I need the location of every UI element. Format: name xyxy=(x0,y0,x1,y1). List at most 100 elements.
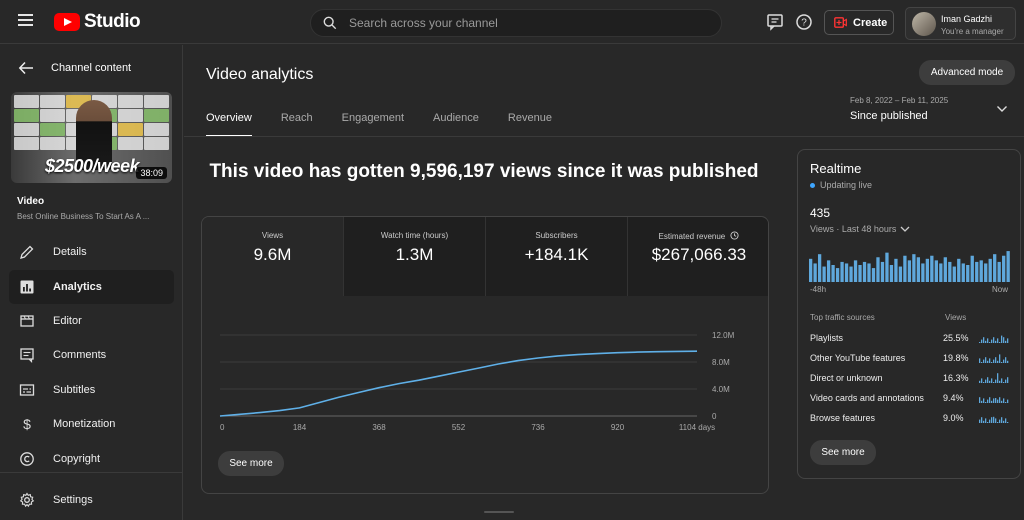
metric-views[interactable]: Views 9.6M xyxy=(202,217,344,296)
account-switcher[interactable]: Iman Gadzhi You're a manager xyxy=(905,7,1016,40)
studio-logo[interactable]: Studio xyxy=(54,11,141,33)
video-duration: 38:09 xyxy=(136,167,167,179)
page-title: Video analytics xyxy=(206,66,314,83)
y-tick-label: 0 xyxy=(712,412,717,421)
sparkline-bar xyxy=(983,359,985,363)
sparkline-bar xyxy=(989,342,991,343)
sparkline-bar xyxy=(985,379,987,383)
sparkline-bar xyxy=(979,397,981,403)
see-more-button[interactable]: See more xyxy=(218,451,284,476)
advanced-mode-button[interactable]: Advanced mode xyxy=(919,60,1015,85)
realtime-bar xyxy=(831,265,835,282)
sparkline-bar xyxy=(1007,377,1009,383)
sparkline-bar xyxy=(985,357,987,363)
sparkline-bar xyxy=(987,377,989,383)
sidebar-item-copyright[interactable]: Copyright xyxy=(9,442,174,476)
sparkline-bar xyxy=(999,380,1001,383)
realtime-bar xyxy=(826,260,831,282)
tabs-divider xyxy=(184,136,1024,137)
realtime-bar-chart xyxy=(809,251,1010,282)
search-input[interactable] xyxy=(349,10,709,36)
menu-icon[interactable] xyxy=(18,14,36,28)
realtime-bar xyxy=(889,265,894,282)
realtime-bar xyxy=(844,263,849,282)
realtime-bar xyxy=(921,263,925,282)
search-bar[interactable] xyxy=(310,9,722,37)
sparkline-bar xyxy=(993,382,995,383)
video-thumbnail[interactable]: $2500/week 38:09 xyxy=(11,92,172,183)
sidebar-item-details[interactable]: Details xyxy=(9,235,174,269)
realtime-range-dropdown[interactable]: Views · Last 48 hours xyxy=(810,224,910,234)
sparkline-bar xyxy=(997,399,999,403)
sidebar-divider xyxy=(0,472,183,473)
create-button[interactable]: Create xyxy=(824,10,894,35)
x-tick-label: 368 xyxy=(372,423,386,432)
sparkline-bar xyxy=(989,419,991,423)
youtube-logo-icon xyxy=(54,13,80,31)
sidebar-item-comments[interactable]: Comments xyxy=(9,338,174,372)
realtime-title: Realtime xyxy=(810,161,862,176)
sparkline-bar xyxy=(993,359,995,363)
sparkline-bar xyxy=(981,378,983,383)
sidebar-item-label: Comments xyxy=(53,349,107,361)
realtime-axis-start: -48h xyxy=(810,285,827,294)
realtime-bar xyxy=(840,261,844,282)
realtime-bar xyxy=(862,261,867,282)
realtime-bar xyxy=(925,258,929,282)
sidebar-item-settings[interactable]: Settings xyxy=(9,483,174,517)
views-headline: This video has gotten 9,596,197 views si… xyxy=(209,161,759,182)
sidebar-item-monetization[interactable]: $ Monetization xyxy=(9,407,174,441)
sidebar-item-label: Monetization xyxy=(53,418,116,430)
realtime-bar xyxy=(885,252,889,282)
realtime-see-more-button[interactable]: See more xyxy=(810,440,876,465)
sidebar-item-subtitles[interactable]: Subtitles xyxy=(9,373,174,407)
realtime-bar xyxy=(813,263,817,282)
metric-watch-time[interactable]: Watch time (hours) 1.3M xyxy=(344,217,486,296)
realtime-bar xyxy=(912,254,916,282)
sparkline-bar xyxy=(979,358,981,363)
sparkline-bar xyxy=(1001,400,1003,403)
traffic-source-row: Video cards and annotations 9.4% xyxy=(810,393,1016,407)
tab-reach[interactable]: Reach xyxy=(280,112,313,124)
tab-engagement[interactable]: Engagement xyxy=(341,112,405,124)
sidebar-item-editor[interactable]: Editor xyxy=(9,304,174,338)
help-icon[interactable]: ? xyxy=(795,13,813,31)
traffic-sparkline xyxy=(979,416,1009,423)
realtime-bar xyxy=(849,266,853,282)
realtime-bar xyxy=(984,263,988,282)
thumbnail-person xyxy=(76,100,112,170)
tab-overview[interactable]: Overview xyxy=(206,112,252,137)
sparkline-bar xyxy=(1003,337,1005,343)
sparkline-bar xyxy=(991,339,993,343)
live-dot-icon xyxy=(810,182,815,188)
feedback-icon[interactable] xyxy=(766,13,784,31)
sparkline-bar xyxy=(1007,338,1009,343)
metric-subscribers[interactable]: Subscribers +184.1K xyxy=(486,217,628,296)
sidebar-item-analytics[interactable]: Analytics xyxy=(9,270,174,304)
sparkline-bar xyxy=(981,417,983,423)
sparkline-bar xyxy=(997,373,999,383)
realtime-bar xyxy=(1006,251,1010,282)
metric-revenue[interactable]: Estimated revenue $267,066.33 xyxy=(628,217,768,296)
traffic-source-name: Playlists xyxy=(810,333,844,343)
metric-label-text: Estimated revenue xyxy=(658,232,726,241)
traffic-source-row: Direct or unknown 16.3% xyxy=(810,373,1016,387)
realtime-bar xyxy=(853,260,858,282)
realtime-bar xyxy=(979,260,983,282)
tab-audience[interactable]: Audience xyxy=(433,112,479,124)
metric-value: 1.3M xyxy=(395,245,434,264)
realtime-status: Updating live xyxy=(810,180,872,190)
realtime-bar xyxy=(943,257,947,282)
tab-revenue[interactable]: Revenue xyxy=(507,112,552,124)
realtime-bar xyxy=(916,257,921,282)
sparkline-bar xyxy=(995,398,997,403)
back-to-channel-content[interactable]: Channel content xyxy=(18,61,131,75)
metric-tabs: Views 9.6M Watch time (hours) 1.3M Subsc… xyxy=(202,217,768,296)
y-tick-label: 4.0M xyxy=(712,385,730,394)
sparkline-bar xyxy=(987,360,989,363)
date-range-picker[interactable]: Feb 8, 2022 – Feb 11, 2025 Since publish… xyxy=(850,96,1020,128)
create-video-icon xyxy=(834,17,847,28)
realtime-bar xyxy=(988,258,992,282)
traffic-sparkline xyxy=(979,397,1009,403)
traffic-sources-header: Top traffic sources xyxy=(810,313,875,322)
